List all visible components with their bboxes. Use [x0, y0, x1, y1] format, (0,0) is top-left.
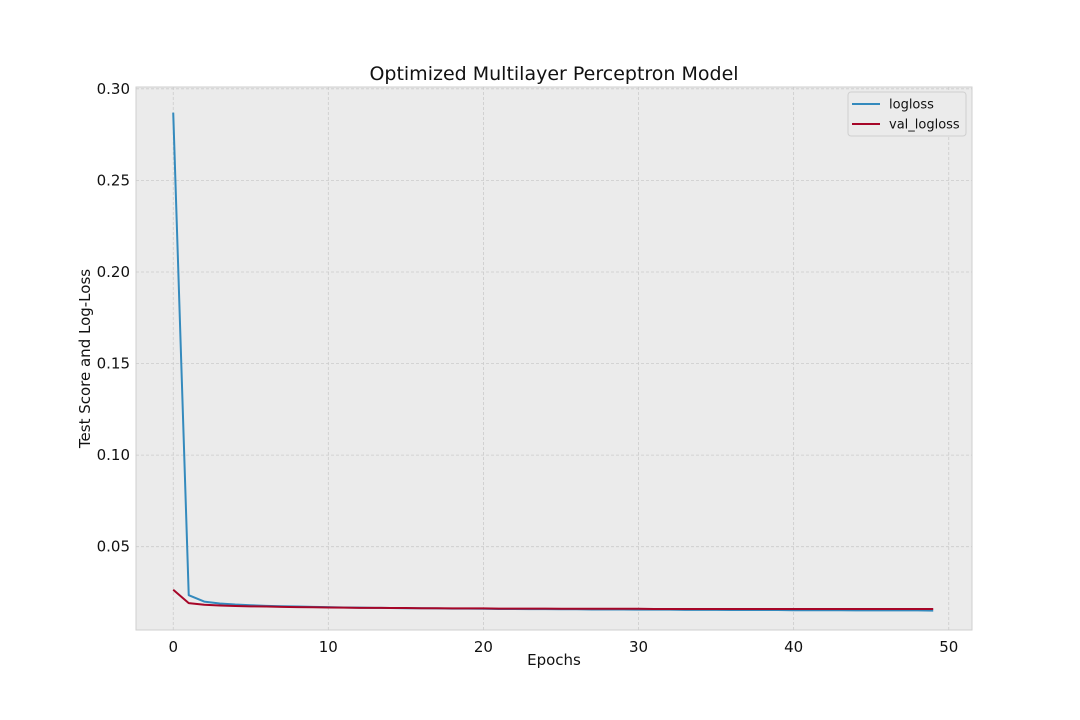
- y-tick-label: 0.10: [97, 446, 130, 464]
- series-line-val-logloss: [172, 588, 934, 610]
- x-tick-label: 40: [784, 638, 803, 656]
- y-tick-label: 0.15: [97, 355, 130, 373]
- legend-label-val-logloss: val_logloss: [889, 118, 960, 133]
- legend-label-logloss: logloss: [889, 98, 934, 113]
- x-tick-label: 30: [629, 638, 648, 656]
- y-tick-label: 0.30: [97, 80, 130, 98]
- y-tick-label: 0.20: [97, 263, 130, 281]
- x-tick-label: 0: [168, 638, 178, 656]
- y-tick-label: 0.05: [97, 538, 130, 556]
- grid: [136, 87, 972, 630]
- legend: logloss val_logloss: [847, 91, 967, 137]
- x-tick-label: 20: [474, 638, 493, 656]
- x-tick-label: 50: [939, 638, 958, 656]
- series-lines: [172, 112, 934, 612]
- y-axis-title: Test Score and Log-Loss: [76, 269, 94, 449]
- plot-area: [135, 86, 973, 631]
- tick-labels: 0 10 20 30 40 50 0.05 0.10 0.15 0.20 0.25 0.30: [97, 80, 959, 656]
- y-tick-label: 0.25: [97, 171, 130, 189]
- chart-title: Optimized Multilayer Perceptron Model: [369, 63, 738, 85]
- x-axis-title: Epochs: [527, 651, 581, 669]
- x-tick-label: 10: [319, 638, 338, 656]
